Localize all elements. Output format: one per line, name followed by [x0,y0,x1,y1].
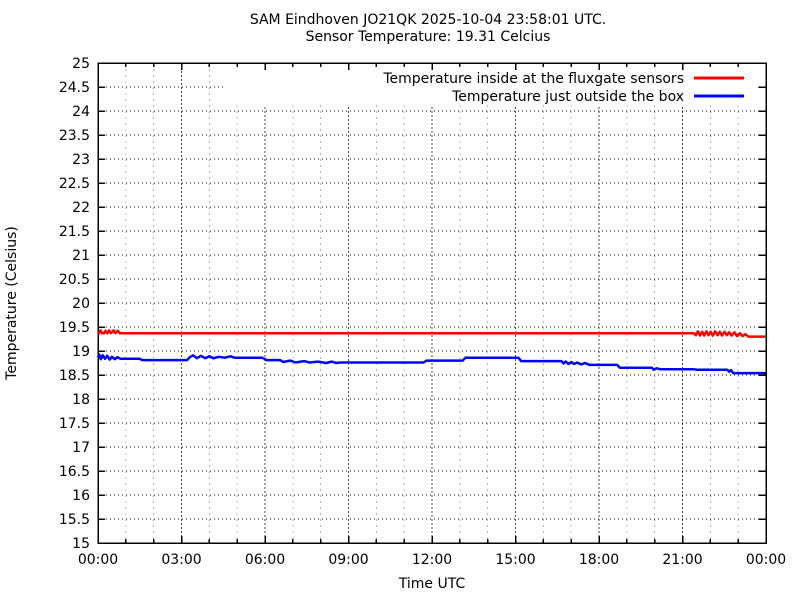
x-tick-label: 03:00 [161,552,201,568]
x-tick-label: 09:00 [328,552,368,568]
y-tick-label: 20.5 [59,272,90,288]
x-tick-label: 06:00 [245,552,285,568]
series-outside-line [96,353,766,375]
y-tick-label: 25 [72,56,90,72]
y-tick-label: 16 [72,488,90,504]
y-tick-label: 24 [72,104,90,120]
chart-subtitle: Sensor Temperature: 19.31 Celcius [305,29,551,45]
y-tick-label: 23 [72,152,90,168]
y-tick-label: 15 [72,536,90,552]
axis-ticks [97,62,767,544]
x-tick-label: 12:00 [412,552,452,568]
y-tick-label: 19.5 [59,320,90,336]
vertical-major-gridlines [181,63,683,543]
y-tick-label: 20 [72,296,90,312]
legend-label-outside: Temperature just outside the box [451,89,684,105]
legend: Temperature inside at the fluxgate senso… [382,71,744,105]
y-tick-label: 22.5 [59,176,90,192]
y-tick-label: 18 [72,392,90,408]
y-tick-label: 17.5 [59,416,90,432]
x-tick-label: 15:00 [495,552,535,568]
y-tick-label: 16.5 [59,464,90,480]
y-tick-label: 18.5 [59,368,90,384]
series-inside-line [97,329,766,338]
y-tick-label: 21.5 [59,224,90,240]
y-tick-label: 22 [72,200,90,216]
x-tick-labels: 00:00 03:00 06:00 09:00 12:00 15:00 18:00 21:00… [78,552,786,568]
y-tick-label: 23.5 [59,128,90,144]
x-tick-label: 21:00 [662,552,702,568]
x-tick-label: 18:00 [579,552,619,568]
y-tick-label: 21 [72,248,90,264]
y-tick-labels: 15 15.5 16 16.5 17 17.5 18 18.5 19 19.5 20 20.5 21 21… [59,56,90,552]
y-tick-label: 19 [72,344,90,360]
y-tick-label: 17 [72,440,90,456]
x-tick-label: 00:00 [746,552,786,568]
legend-box [224,65,758,105]
y-tick-label: 24.5 [59,80,90,96]
chart-title: SAM Eindhoven JO21QK 2025-10-04 23:58:01… [249,12,607,28]
y-tick-label: 15.5 [59,512,90,528]
x-tick-label: 00:00 [78,552,118,568]
x-axis-title: Time UTC [398,576,466,592]
legend-label-inside: Temperature inside at the fluxgate senso… [382,71,684,87]
